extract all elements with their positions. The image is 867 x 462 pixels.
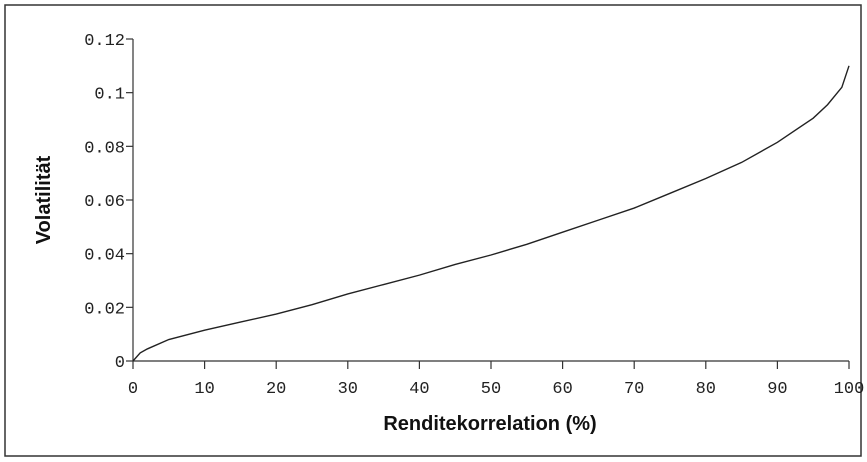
x-tick-label: 70 <box>624 380 644 399</box>
y-tick-label: 0.08 <box>84 139 125 158</box>
x-tick-label: 30 <box>338 380 358 399</box>
x-tick-label: 50 <box>481 380 501 399</box>
x-tick-label: 80 <box>696 380 716 399</box>
x-tick-label: 10 <box>194 380 214 399</box>
x-tick-label: 60 <box>552 380 572 399</box>
x-tick-label: 40 <box>409 380 429 399</box>
chart-border <box>4 4 862 457</box>
y-tick-label: 0.1 <box>94 86 125 105</box>
y-tick-label: 0.04 <box>84 247 125 266</box>
x-tick-label: 20 <box>266 380 286 399</box>
data-line <box>132 65 850 362</box>
y-tick-label: 0 <box>115 354 125 373</box>
y-axis-title: Volatilität <box>33 155 55 244</box>
y-tick-label: 0.12 <box>84 32 125 51</box>
x-tick-label: 90 <box>767 380 787 399</box>
x-axis-title: Renditekorrelation (%) <box>383 413 596 435</box>
x-tick-label: 100 <box>834 380 865 399</box>
y-tick-label: 0.06 <box>84 193 125 212</box>
y-tick-label: 0.02 <box>84 300 125 319</box>
x-tick-label: 0 <box>128 380 138 399</box>
